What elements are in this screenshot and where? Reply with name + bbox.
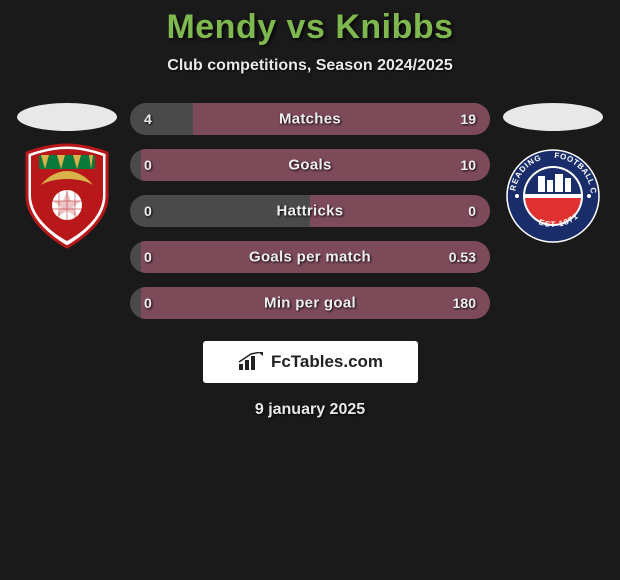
bar-segment-right	[193, 103, 490, 135]
footer-brand-text: FcTables.com	[271, 352, 383, 372]
stat-bar: 4 Matches 19	[130, 103, 490, 135]
bar-value-right: 0.53	[449, 249, 476, 265]
bar-label: Goals	[288, 157, 331, 174]
bar-value-left: 0	[144, 157, 152, 173]
stat-bar: 0 Hattricks 0	[130, 195, 490, 227]
right-player-ellipse	[503, 103, 603, 131]
bar-segment-left	[130, 287, 141, 319]
bar-value-left: 0	[144, 203, 152, 219]
bar-label: Min per goal	[264, 295, 356, 312]
stat-bar: 0 Goals 10	[130, 149, 490, 181]
bar-value-right: 0	[468, 203, 476, 219]
bar-segment-left	[130, 149, 141, 181]
bar-value-left: 4	[144, 111, 152, 127]
stat-bar: 0 Goals per match 0.53	[130, 241, 490, 273]
bar-label: Goals per match	[249, 249, 371, 266]
comparison-widget: Mendy vs Knibbs Club competitions, Seaso…	[0, 0, 620, 419]
fctables-logo-icon	[237, 352, 265, 372]
bar-value-left: 0	[144, 249, 152, 265]
main-row: 4 Matches 19 0 Goals 10 0 Hattricks 0 0 Goals per …	[0, 103, 620, 319]
page-title: Mendy vs Knibbs	[0, 8, 620, 47]
stat-bar: 0 Min per goal 180	[130, 287, 490, 319]
bar-segment-left	[130, 241, 141, 273]
right-side: READING FOOTBALL CLUB EST 1871	[498, 103, 608, 251]
reading-crest-icon: READING FOOTBALL CLUB EST 1871	[503, 141, 603, 251]
wrexham-crest-icon	[17, 141, 117, 251]
bar-label: Hattricks	[277, 203, 344, 220]
bar-value-right: 180	[453, 295, 476, 311]
bar-value-right: 19	[460, 111, 476, 127]
stat-bars: 4 Matches 19 0 Goals 10 0 Hattricks 0 0 Goals per …	[130, 103, 490, 319]
date-label: 9 january 2025	[0, 401, 620, 419]
bar-segment-left	[130, 103, 193, 135]
page-subtitle: Club competitions, Season 2024/2025	[0, 57, 620, 75]
reading-badge: READING FOOTBALL CLUB EST 1871	[503, 141, 603, 251]
left-player-ellipse	[17, 103, 117, 131]
bar-value-right: 10	[460, 157, 476, 173]
bar-label: Matches	[279, 111, 341, 128]
footer-brand[interactable]: FcTables.com	[203, 341, 418, 383]
bar-value-left: 0	[144, 295, 152, 311]
wrexham-badge	[17, 141, 117, 251]
left-side	[12, 103, 122, 251]
